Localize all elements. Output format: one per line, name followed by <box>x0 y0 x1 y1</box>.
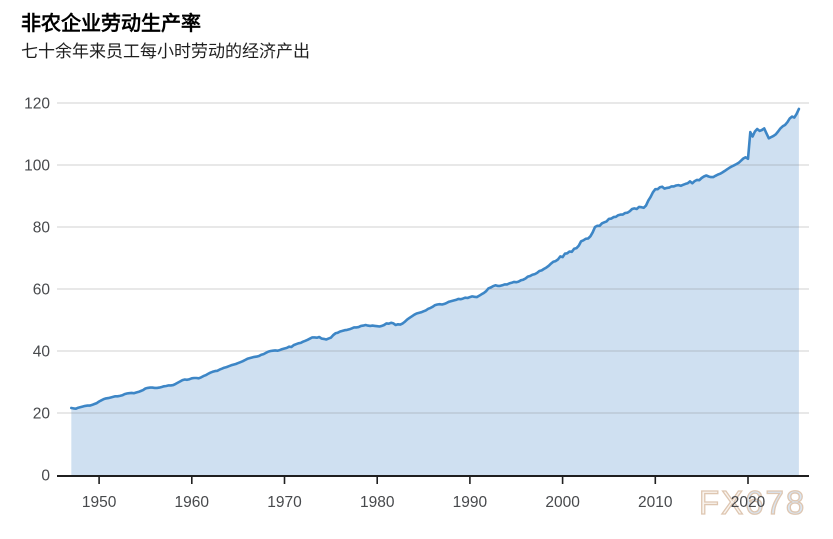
x-axis-tick-label: 1990 <box>453 494 488 511</box>
chart-subtitle: 七十余年来员工每小时劳动的经济产出 <box>21 42 310 61</box>
y-axis-tick-label: 120 <box>24 96 50 113</box>
x-axis-tick-label: 2000 <box>545 494 580 511</box>
y-axis-tick-label: 40 <box>33 344 51 361</box>
x-axis-tick-label: 1970 <box>267 494 302 511</box>
y-axis-tick-label: 0 <box>41 468 50 485</box>
x-axis-tick-label: 1980 <box>360 494 395 511</box>
x-axis-tick-label: 2010 <box>638 494 673 511</box>
area-fill <box>71 108 799 476</box>
y-axis-tick-label: 100 <box>24 158 50 175</box>
watermark-logo: FX678 <box>698 484 807 521</box>
chart-header: 非农企业劳动生产率 七十余年来员工每小时劳动的经济产出 <box>21 12 310 62</box>
x-axis-tick-label: 1960 <box>175 494 210 511</box>
watermark-678-text: 678 <box>745 484 807 521</box>
y-axis-tick-label: 20 <box>33 406 51 423</box>
y-axis-tick-label: 80 <box>33 220 51 237</box>
watermark-fx-text: FX <box>698 484 746 521</box>
x-axis-tick-label: 1950 <box>82 494 117 511</box>
chart-title: 非农企业劳动生产率 <box>21 13 201 35</box>
trend-line <box>70 107 801 410</box>
x-axis-tick-label: 2020 <box>731 494 766 511</box>
y-axis-tick-label: 60 <box>33 282 51 299</box>
